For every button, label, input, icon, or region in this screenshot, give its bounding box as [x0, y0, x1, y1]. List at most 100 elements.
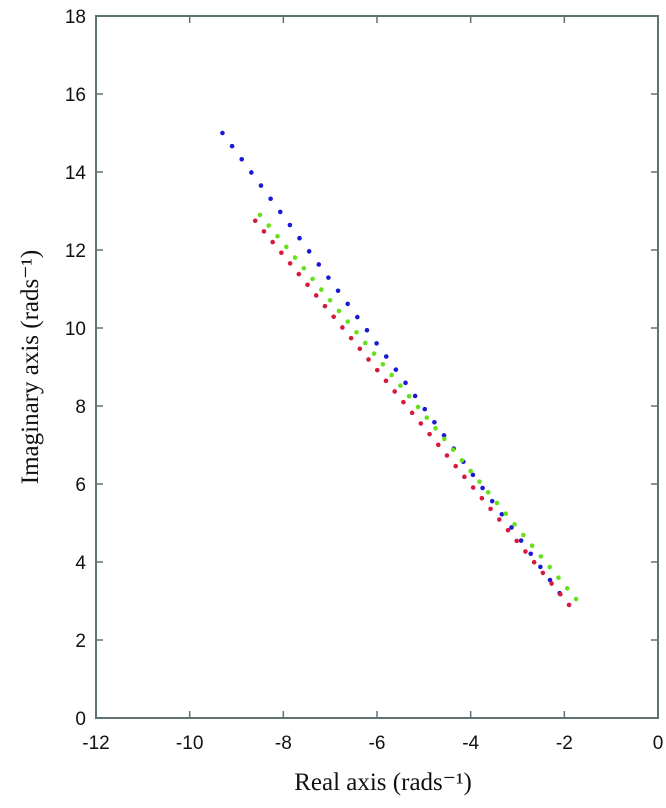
data-point: [499, 512, 505, 517]
data-point: [297, 235, 302, 241]
data-point: [229, 143, 235, 149]
data-point: [470, 472, 476, 478]
data-point: [450, 447, 456, 452]
data-point: [509, 525, 514, 530]
data-point: [529, 543, 535, 548]
data-point: [459, 458, 465, 463]
y-axis-ticks: 0 2 4 6 8 10 12 14 16 18: [65, 7, 658, 730]
data-point: [327, 297, 333, 303]
data-point: [287, 222, 293, 228]
data-point: [279, 250, 284, 256]
data-point: [547, 564, 552, 570]
x-tick-label: -6: [369, 733, 386, 754]
data-point: [266, 223, 271, 228]
data-point: [292, 255, 298, 260]
data-points: [220, 130, 579, 608]
x-tick-label: -12: [82, 733, 109, 754]
data-point: [415, 404, 421, 410]
data-point: [357, 346, 363, 352]
data-point: [371, 351, 377, 356]
series-red: [252, 218, 572, 608]
data-point: [348, 335, 354, 341]
data-point: [374, 341, 379, 346]
data-point: [435, 442, 441, 448]
data-point: [392, 389, 397, 394]
data-point: [432, 419, 437, 425]
data-point: [301, 265, 307, 271]
data-point: [398, 383, 403, 388]
data-point: [380, 361, 386, 367]
y-tick-label: 6: [75, 475, 86, 496]
data-point: [336, 308, 342, 314]
data-point: [275, 233, 280, 239]
data-point: [401, 399, 406, 405]
data-point: [277, 209, 283, 215]
data-point: [287, 261, 293, 266]
data-point: [566, 602, 572, 608]
data-point: [258, 183, 264, 188]
data-point: [528, 551, 534, 557]
x-tick-label: -2: [556, 733, 573, 754]
data-point: [556, 575, 561, 581]
data-point: [310, 276, 315, 282]
x-tick-label: -8: [275, 733, 292, 754]
data-point: [564, 586, 570, 591]
data-point: [252, 218, 258, 224]
data-point: [505, 527, 511, 533]
y-axis-label: Imaginary axis (rads⁻¹): [17, 250, 44, 485]
data-point: [316, 262, 322, 267]
data-point: [374, 367, 380, 373]
x-tick-label: 0: [653, 733, 664, 754]
x-tick-label: -4: [462, 733, 479, 754]
data-point: [485, 490, 491, 495]
data-point: [488, 506, 493, 512]
data-point: [573, 596, 579, 602]
data-point: [547, 577, 553, 583]
data-point: [518, 538, 524, 543]
data-point: [406, 394, 412, 399]
data-point: [442, 436, 447, 442]
data-point: [345, 301, 350, 307]
data-point: [296, 271, 302, 277]
data-point: [512, 522, 517, 527]
data-point: [412, 393, 418, 399]
data-point: [306, 249, 312, 254]
data-point: [479, 495, 485, 501]
data-point: [393, 367, 399, 372]
data-point: [261, 229, 267, 234]
y-tick-label: 0: [75, 709, 86, 730]
data-point: [366, 357, 371, 362]
data-point: [313, 293, 319, 298]
data-point: [489, 498, 495, 504]
data-point: [531, 559, 537, 565]
data-point: [549, 581, 554, 586]
y-tick-label: 14: [65, 163, 87, 184]
data-point: [389, 372, 394, 378]
data-point: [340, 325, 345, 330]
data-point: [305, 282, 310, 288]
data-point: [538, 554, 544, 559]
data-point: [462, 474, 467, 480]
data-point: [470, 485, 476, 490]
data-point: [326, 275, 331, 280]
data-point: [383, 354, 389, 359]
x-axis-ticks: -12 -10 -8 -6 -4 -2 0: [82, 16, 663, 754]
data-point: [538, 564, 543, 570]
data-point: [335, 288, 341, 294]
data-point: [283, 244, 289, 250]
data-point: [257, 212, 263, 218]
data-point: [331, 314, 336, 320]
data-point: [270, 239, 275, 245]
data-point: [409, 410, 415, 416]
y-tick-label: 12: [65, 241, 86, 262]
data-point: [424, 415, 430, 420]
data-point: [477, 479, 482, 484]
data-point: [403, 380, 408, 386]
data-point: [523, 549, 528, 554]
data-point: [383, 378, 389, 384]
data-point: [521, 532, 526, 538]
x-tick-label: -10: [176, 733, 203, 754]
plot-area: [95, 15, 659, 719]
data-point: [433, 426, 438, 431]
